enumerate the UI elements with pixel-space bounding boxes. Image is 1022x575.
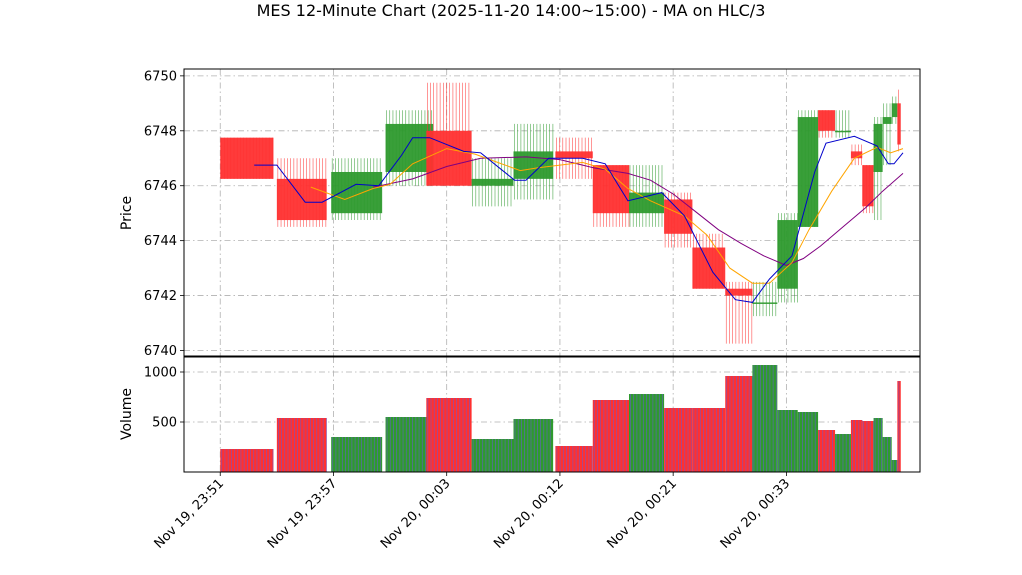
- volume-tick-label: 1000: [144, 366, 177, 381]
- volume-bar-fill: [818, 430, 836, 472]
- candle: [276, 158, 327, 227]
- candle-body: [664, 199, 693, 234]
- volume-bar: [426, 398, 472, 472]
- volume-bar-fill: [777, 410, 798, 472]
- volume-bar-fill: [797, 412, 819, 472]
- volume-bar-fill: [555, 446, 593, 472]
- candle: [891, 96, 898, 124]
- volume-y-ticks: 500 1000: [144, 366, 184, 431]
- volume-bar: [873, 418, 883, 472]
- volume-bar: [692, 408, 726, 472]
- candle-body: [471, 178, 514, 186]
- candle-body: [818, 110, 836, 131]
- price-tick-label: 6740: [144, 344, 177, 359]
- volume-bar: [628, 394, 665, 472]
- candle-body: [426, 130, 472, 186]
- volume-bar: [555, 446, 593, 472]
- volume-bar-fill: [850, 420, 863, 472]
- candle-body: [276, 178, 327, 221]
- volume-bar-fill: [592, 400, 629, 472]
- price-axis-label: Price: [119, 196, 135, 230]
- candle: [882, 103, 892, 166]
- price-tick-label: 6748: [144, 124, 177, 139]
- candle: [471, 158, 514, 207]
- chart-title: MES 12-Minute Chart (2025-11-20 14:00~15…: [257, 1, 766, 20]
- volume-panel: 500 1000 Volume: [119, 356, 921, 473]
- volume-bar: [276, 418, 327, 472]
- price-y-ticks: 6740 6742 6744 6746 6748 6750: [144, 69, 184, 359]
- volume-bar-fill: [862, 421, 874, 472]
- volume-bar-fill: [276, 418, 327, 472]
- candle: [385, 110, 434, 186]
- candle: [862, 165, 874, 214]
- candle: [692, 233, 726, 289]
- volume-bar: [592, 400, 629, 472]
- candle-body: [555, 151, 593, 159]
- candle-body: [891, 103, 898, 118]
- volume-bar-fill: [725, 376, 753, 472]
- volume-bar: [891, 460, 898, 472]
- candle: [835, 110, 851, 138]
- candle-body: [797, 117, 819, 227]
- candle-body: [331, 171, 383, 214]
- candle: [818, 110, 836, 138]
- candle: [513, 123, 554, 200]
- moving-averages: [254, 135, 904, 303]
- volume-bar: [664, 408, 693, 472]
- volume-bar: [777, 410, 798, 472]
- candle-body: [835, 130, 851, 133]
- price-axes-frame: [183, 68, 921, 357]
- candle-body: [725, 288, 753, 296]
- volume-bar: [897, 381, 901, 472]
- volume-bar: [725, 376, 753, 472]
- volume-bar: [850, 420, 863, 472]
- volume-bar-fill: [426, 398, 472, 472]
- price-panel: 6740 6742 6744 6746 6748 6750 Price: [119, 68, 921, 359]
- candle-body: [513, 151, 554, 179]
- price-tick-label: 6746: [144, 179, 177, 194]
- volume-bar: [818, 430, 836, 472]
- volume-bar: [835, 434, 851, 472]
- candle: [797, 110, 819, 227]
- volume-bar-fill: [513, 419, 554, 472]
- candle: [897, 89, 901, 152]
- volume-axes-frame: [183, 356, 921, 473]
- volume-bars: [220, 365, 901, 472]
- volume-bar: [882, 437, 892, 472]
- candle-body: [628, 192, 665, 214]
- candle-body: [752, 302, 778, 304]
- volume-tick-label: 500: [152, 416, 177, 431]
- ma-fast-line: [254, 135, 904, 303]
- volume-bar: [471, 439, 514, 472]
- candle: [752, 281, 778, 317]
- candle-body: [897, 103, 901, 145]
- price-tick-label: 6744: [144, 234, 177, 249]
- candle-body: [862, 165, 874, 207]
- volume-bar-fill: [891, 460, 898, 472]
- volume-bar: [220, 449, 274, 472]
- candle-body: [220, 137, 274, 179]
- volume-bar: [862, 421, 874, 472]
- volume-bar-fill: [752, 365, 778, 472]
- volume-bar: [513, 419, 554, 472]
- candle-body: [385, 123, 434, 172]
- price-grid: [184, 69, 920, 356]
- candle-body: [850, 151, 863, 159]
- candle-body: [882, 117, 892, 124]
- candle: [220, 137, 274, 179]
- price-tick-label: 6750: [144, 69, 177, 84]
- ma-mid-line: [310, 146, 904, 284]
- volume-bar: [385, 417, 434, 472]
- candle-body: [777, 220, 798, 289]
- volume-bar: [331, 437, 383, 472]
- volume-axis-label: Volume: [119, 388, 135, 440]
- price-tick-label: 6742: [144, 289, 177, 304]
- volume-bar: [752, 365, 778, 472]
- ma-slow-line: [372, 156, 904, 266]
- volume-bar: [797, 412, 819, 472]
- volume-bar-fill: [331, 437, 383, 472]
